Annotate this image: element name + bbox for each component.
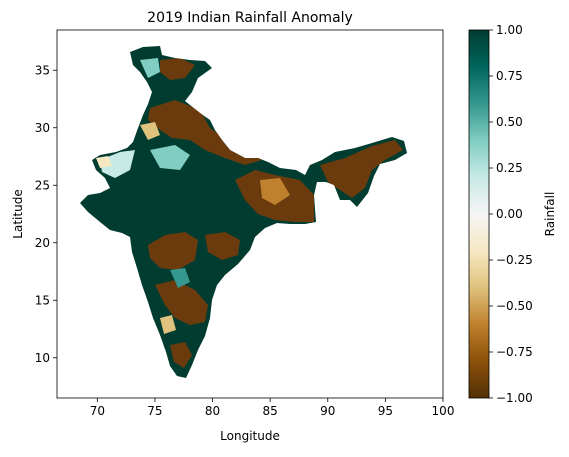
light-region-northwest [100,150,135,178]
light-region-punjab [140,122,160,140]
x-tick-label: 70 [90,404,105,418]
colorbar-label: Rainfall [543,192,557,237]
light-region-himalaya [140,58,160,78]
dry-region-central [148,232,198,270]
x-axis-ticks: 70 75 80 85 90 95 100 [90,398,455,418]
colorbar-tick-label: −0.25 [496,253,533,267]
dry-anomaly-regions [148,58,403,368]
x-tick-label: 100 [432,404,455,418]
light-region-bihar [260,178,290,205]
light-region-karnataka [160,315,176,334]
dry-region-tip [170,342,192,368]
dry-region-south [155,280,208,325]
y-tick-label: 15 [35,293,50,307]
x-tick-label: 95 [378,404,393,418]
colorbar-tick-label: 0.75 [496,69,523,83]
y-tick-label: 10 [35,351,50,365]
x-axis-label: Longitude [220,429,280,443]
x-tick-label: 75 [147,404,162,418]
y-tick-label: 25 [35,178,50,192]
colorbar [468,29,490,399]
transition-regions [96,58,290,334]
x-tick-label: 80 [205,404,220,418]
dry-region-kashmir [160,58,195,80]
y-tick-label: 35 [35,63,50,77]
y-axis-label: Latitude [11,189,25,238]
light-region-maharashtra [170,268,190,288]
light-region-rajasthan [96,156,112,168]
colorbar-tick-label: −0.50 [496,299,533,313]
colorbar-ticks: 1.00 0.75 0.50 0.25 0.00 −0.25 −0.50 −0.75 −1.00 [489,23,533,405]
dry-region-deccan [205,232,240,260]
y-tick-label: 30 [35,121,50,135]
colorbar-tick-label: 0.50 [496,115,523,129]
light-region-gangetic [150,145,190,170]
colorbar-tick-label: 0.00 [496,207,523,221]
colorbar-tick-label: −1.00 [496,391,533,405]
y-axis-ticks: 10 15 20 25 30 35 [35,63,57,365]
colorbar-tick-label: 1.00 [496,23,523,37]
y-tick-label: 20 [35,236,50,250]
colorbar-tick-label: 0.25 [496,161,523,175]
x-tick-label: 90 [320,404,335,418]
chart-title: 2019 Indian Rainfall Anomaly [147,10,353,26]
colorbar-tick-label: −0.75 [496,345,533,359]
x-tick-label: 85 [263,404,278,418]
dry-region-northeast [320,140,403,198]
axes-frame [56,29,444,399]
